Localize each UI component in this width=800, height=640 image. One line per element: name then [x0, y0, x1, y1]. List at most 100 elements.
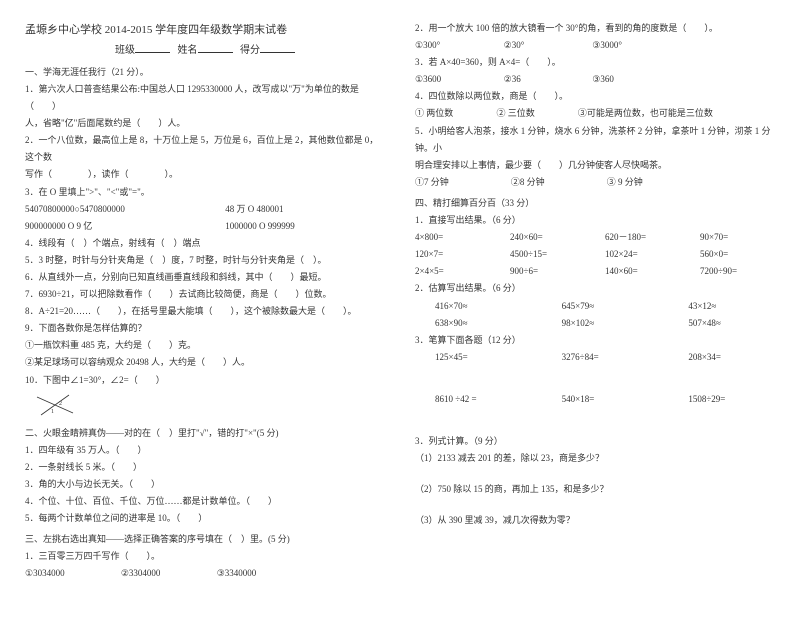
p1a: 125×45= [435, 349, 522, 366]
pen-row2: 8610 ÷42 = 540×18= 1508÷29= [415, 391, 775, 408]
c2c: 102×24= [605, 246, 680, 263]
r5o2: ②8 分钟 [511, 174, 605, 191]
lc2: （2）750 除以 15 的商，再加上 135，和是多少？ [415, 481, 775, 498]
r2a: ①300° [415, 37, 501, 54]
label-score: 得分 [240, 45, 260, 56]
right-column: 2．用一个放大 100 倍的放大镜看一个 30°的角，看到的角的度数是（ ）。 … [415, 20, 775, 620]
s3-1a: ①3034000 [25, 565, 119, 582]
r3c: ③360 [592, 74, 614, 84]
q6: 6．从直线外一点，分别向已知直线画垂直线段和斜线，其中（ ）最短。 [25, 269, 385, 286]
angle-figure: 2 1 [35, 391, 75, 421]
r4c: ③可能是两位数，也可能是三位数 [578, 108, 713, 118]
left-column: 孟塬乡中心学校 2014-2015 学年度四年级数学期末试卷 班级 姓名 得分 … [25, 20, 385, 620]
s2-5: 5．每两个计数单位之间的进率是 10。（ ） [25, 510, 385, 527]
blank-score [260, 52, 295, 53]
s4-4: 3．列式计算。（9 分） [415, 433, 775, 450]
r4b: ② 三位数 [496, 105, 575, 122]
r3b: ②36 [504, 71, 590, 88]
label-class: 班级 [115, 45, 135, 56]
c3b: 900÷6= [510, 263, 585, 280]
r3: 3．若 A×40=360，则 A×4=（ ）。 [415, 54, 775, 71]
r2c: ③3000° [592, 40, 622, 50]
c1b: 240×60= [510, 229, 585, 246]
s2-4: 4．个位、十位、百位、千位、万位……都是计数单位。（ ） [25, 493, 385, 510]
q3: 3．在 O 里填上">"、"<"或"="。 [25, 184, 385, 201]
e2a: 638×90≈ [435, 315, 522, 332]
blank-class [135, 52, 170, 53]
s4-3: 3．笔算下面各题（12 分） [415, 332, 775, 349]
p2c: 1508÷29= [688, 391, 775, 408]
subtitle-row: 班级 姓名 得分 [25, 41, 385, 60]
s3-1-opts: ①3034000 ②3304000 ③3340000 [25, 565, 385, 582]
r2b: ②30° [504, 37, 590, 54]
r2: 2．用一个放大 100 倍的放大镜看一个 30°的角，看到的角的度数是（ ）。 [415, 20, 775, 37]
q8: 8．A÷21=20……（ ），在括号里最大能填（ ），这个被除数最大是（ ）。 [25, 303, 385, 320]
r3-opts: ①3600 ②36 ③360 [415, 71, 775, 88]
calc-row3: 2×4×5= 900÷6= 140×60= 7200÷90= [415, 263, 775, 280]
r5: 5．小明给客人泡茶，接水 1 分钟，烧水 6 分钟，洗茶杯 2 分钟，拿茶叶 1… [415, 123, 775, 157]
c3c: 140×60= [605, 263, 680, 280]
e2b: 98×102≈ [562, 315, 649, 332]
s3-1: 1．三百零三万四千写作（ ）。 [25, 548, 385, 565]
s2-2: 2．一条射线长 5 米。（ ） [25, 459, 385, 476]
svg-text:2: 2 [59, 401, 62, 407]
c1c: 620－180= [605, 229, 680, 246]
q5: 5．3 时整，时针与分针夹角是（ ）度，7 时整，时针与分针夹角是（ ）。 [25, 252, 385, 269]
s2-3: 3．角的大小与边长无关。（ ） [25, 476, 385, 493]
q3c: 900000000 O 9 亿 [25, 218, 223, 235]
e1c: 43×12≈ [688, 298, 775, 315]
sec3-head: 三、左挑右选出真知——选择正确答案的序号填在（ ）里。(5 分) [25, 531, 385, 548]
r4-opts: ① 两位数 ② 三位数 ③可能是两位数，也可能是三位数 [415, 105, 775, 122]
c1d: 90×70= [700, 229, 775, 246]
q3b: 48 万 O 480001 [225, 204, 283, 214]
sec1-head: 一、学海无涯任我行（21 分）。 [25, 64, 385, 81]
gap2 [415, 408, 775, 433]
q2: 2．一个八位数，最高位上是 8，十万位上是 5，万位是 6，百位上是 2，其他数… [25, 132, 385, 166]
s3-1c: ③3340000 [217, 568, 257, 578]
p2a: 8610 ÷42 = [435, 391, 522, 408]
est-row2: 638×90≈ 98×102≈ 507×48≈ [415, 315, 775, 332]
label-name: 姓名 [178, 45, 198, 56]
q10: 10．下图中∠1=30°，∠2=（ ） [25, 372, 385, 389]
r5b: 明合理安排以上事情，最少要（ ）几分钟使客人尽快喝茶。 [415, 157, 775, 174]
r3a: ①3600 [415, 71, 501, 88]
q1b: 人，省略"亿"后面尾数约是（ ）人。 [25, 115, 385, 132]
q2b: 写作（ ），读作（ ）。 [25, 166, 385, 183]
calc-row1: 4×800= 240×60= 620－180= 90×70= [415, 229, 775, 246]
svg-text:1: 1 [51, 409, 54, 415]
c2a: 120×7= [415, 246, 490, 263]
c2d: 560×0= [700, 246, 775, 263]
c3a: 2×4×5= [415, 263, 490, 280]
s2-1: 1．四年级有 35 万人。（ ） [25, 442, 385, 459]
p1b: 3276÷84= [562, 349, 649, 366]
s4-2: 2．估算写出结果。（6 分） [415, 280, 775, 297]
q3-row1: 54070800000○5470800000 48 万 O 480001 [25, 201, 385, 218]
q3d: 1000000 O 999999 [225, 221, 295, 231]
lc1: （1）2133 减去 201 的差，除以 23，商是多少？ [415, 450, 775, 467]
p2b: 540×18= [562, 391, 649, 408]
r5-opts: ①7 分钟 ②8 分钟 ③ 9 分钟 [415, 174, 775, 191]
calc-row2: 120×7= 4500÷15= 102×24= 560×0= [415, 246, 775, 263]
q3-row2: 900000000 O 9 亿 1000000 O 999999 [25, 218, 385, 235]
gap1 [415, 366, 775, 391]
gap-lc2 [415, 498, 775, 512]
est-row1: 416×70≈ 645×79≈ 43×12≈ [415, 298, 775, 315]
r4: 4．四位数除以两位数，商是（ ）。 [415, 88, 775, 105]
q4: 4．线段有（ ）个端点，射线有（ ）端点 [25, 235, 385, 252]
r4a: ① 两位数 [415, 105, 494, 122]
c1a: 4×800= [415, 229, 490, 246]
c3d: 7200÷90= [700, 263, 775, 280]
q7: 7．6930÷21，可以把除数看作（ ）去试商比较简便，商是（ ）位数。 [25, 286, 385, 303]
sec2-head: 二、火眼金睛辨真伪——对的在（ ）里打"√"，错的打"×"(5 分) [25, 425, 385, 442]
gap-lc1 [415, 467, 775, 481]
q9: 9．下面各数你是怎样估算的？ [25, 320, 385, 337]
lc3: （3）从 390 里减 39，减几次得数为零？ [415, 512, 775, 529]
q1: 1．第六次人口普查结果公布:中国总人口 1295330000 人，改写成以"万"… [25, 81, 385, 115]
s3-1b: ②3304000 [121, 565, 215, 582]
q3a: 54070800000○5470800000 [25, 201, 223, 218]
e2c: 507×48≈ [688, 315, 775, 332]
r5o3: ③ 9 分钟 [607, 177, 643, 187]
c2b: 4500÷15= [510, 246, 585, 263]
s4-1: 1．直接写出结果。（6 分） [415, 212, 775, 229]
exam-title: 孟塬乡中心学校 2014-2015 学年度四年级数学期末试卷 [25, 20, 385, 41]
